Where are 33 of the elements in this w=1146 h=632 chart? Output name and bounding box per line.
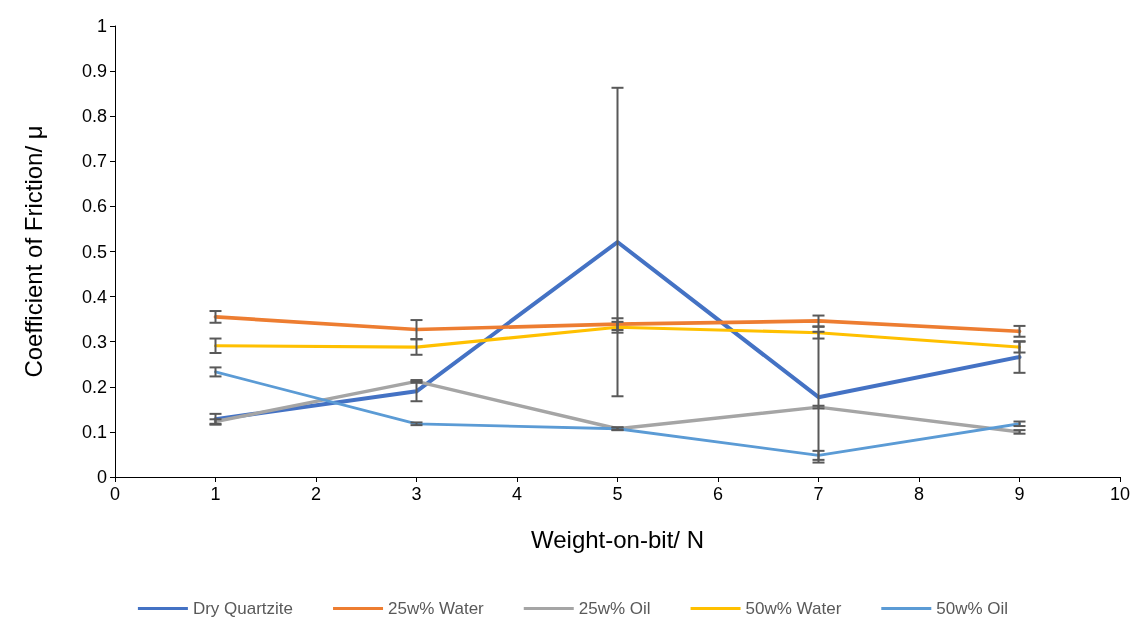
legend-label: 25w% Water [388,599,485,618]
x-tick-label: 7 [813,484,824,504]
line-series [214,370,1021,457]
x-tick-label: 1 [210,484,221,504]
x-tick-label: 6 [712,484,724,504]
x-axis-title: Weight-on-bit/ N [531,525,704,553]
x-tick-label: 5 [612,484,623,504]
x-tick-label: 0 [109,484,121,504]
line-series [213,379,1022,434]
y-tick-label: 0.7 [81,151,107,172]
y-tick-label: 0.9 [81,61,107,82]
y-tick-label: 0.1 [81,421,107,442]
legend-label: 50w% Water [745,599,842,618]
y-tick-label: 0.4 [81,286,107,307]
y-tick-label: 0.5 [81,241,107,262]
line-series [213,315,1022,334]
x-tick-label: 2 [310,484,322,504]
legend-label: 25w% Oil [578,599,651,618]
legend-label: Dry Quartzite [192,599,294,618]
y-tick-label: 0.2 [81,376,107,397]
legend-label: 50w% Oil [936,599,1009,618]
y-axis-title: Coefficient of Friction/ μ [19,125,47,378]
y-tick-label: 0.3 [81,331,107,352]
x-tick-label: 3 [411,484,422,504]
x-tick-label: 4 [511,484,523,504]
y-tick-label: 0 [96,467,107,487]
y-tick-label: 0.6 [81,196,107,217]
x-tick-label: 9 [1014,484,1025,504]
x-tick-label: 8 [913,484,925,504]
line-series [213,325,1022,349]
y-tick-label: 0.8 [81,106,107,127]
x-tick-label: 10 [1109,484,1131,504]
y-tick-label: 1 [96,16,107,36]
